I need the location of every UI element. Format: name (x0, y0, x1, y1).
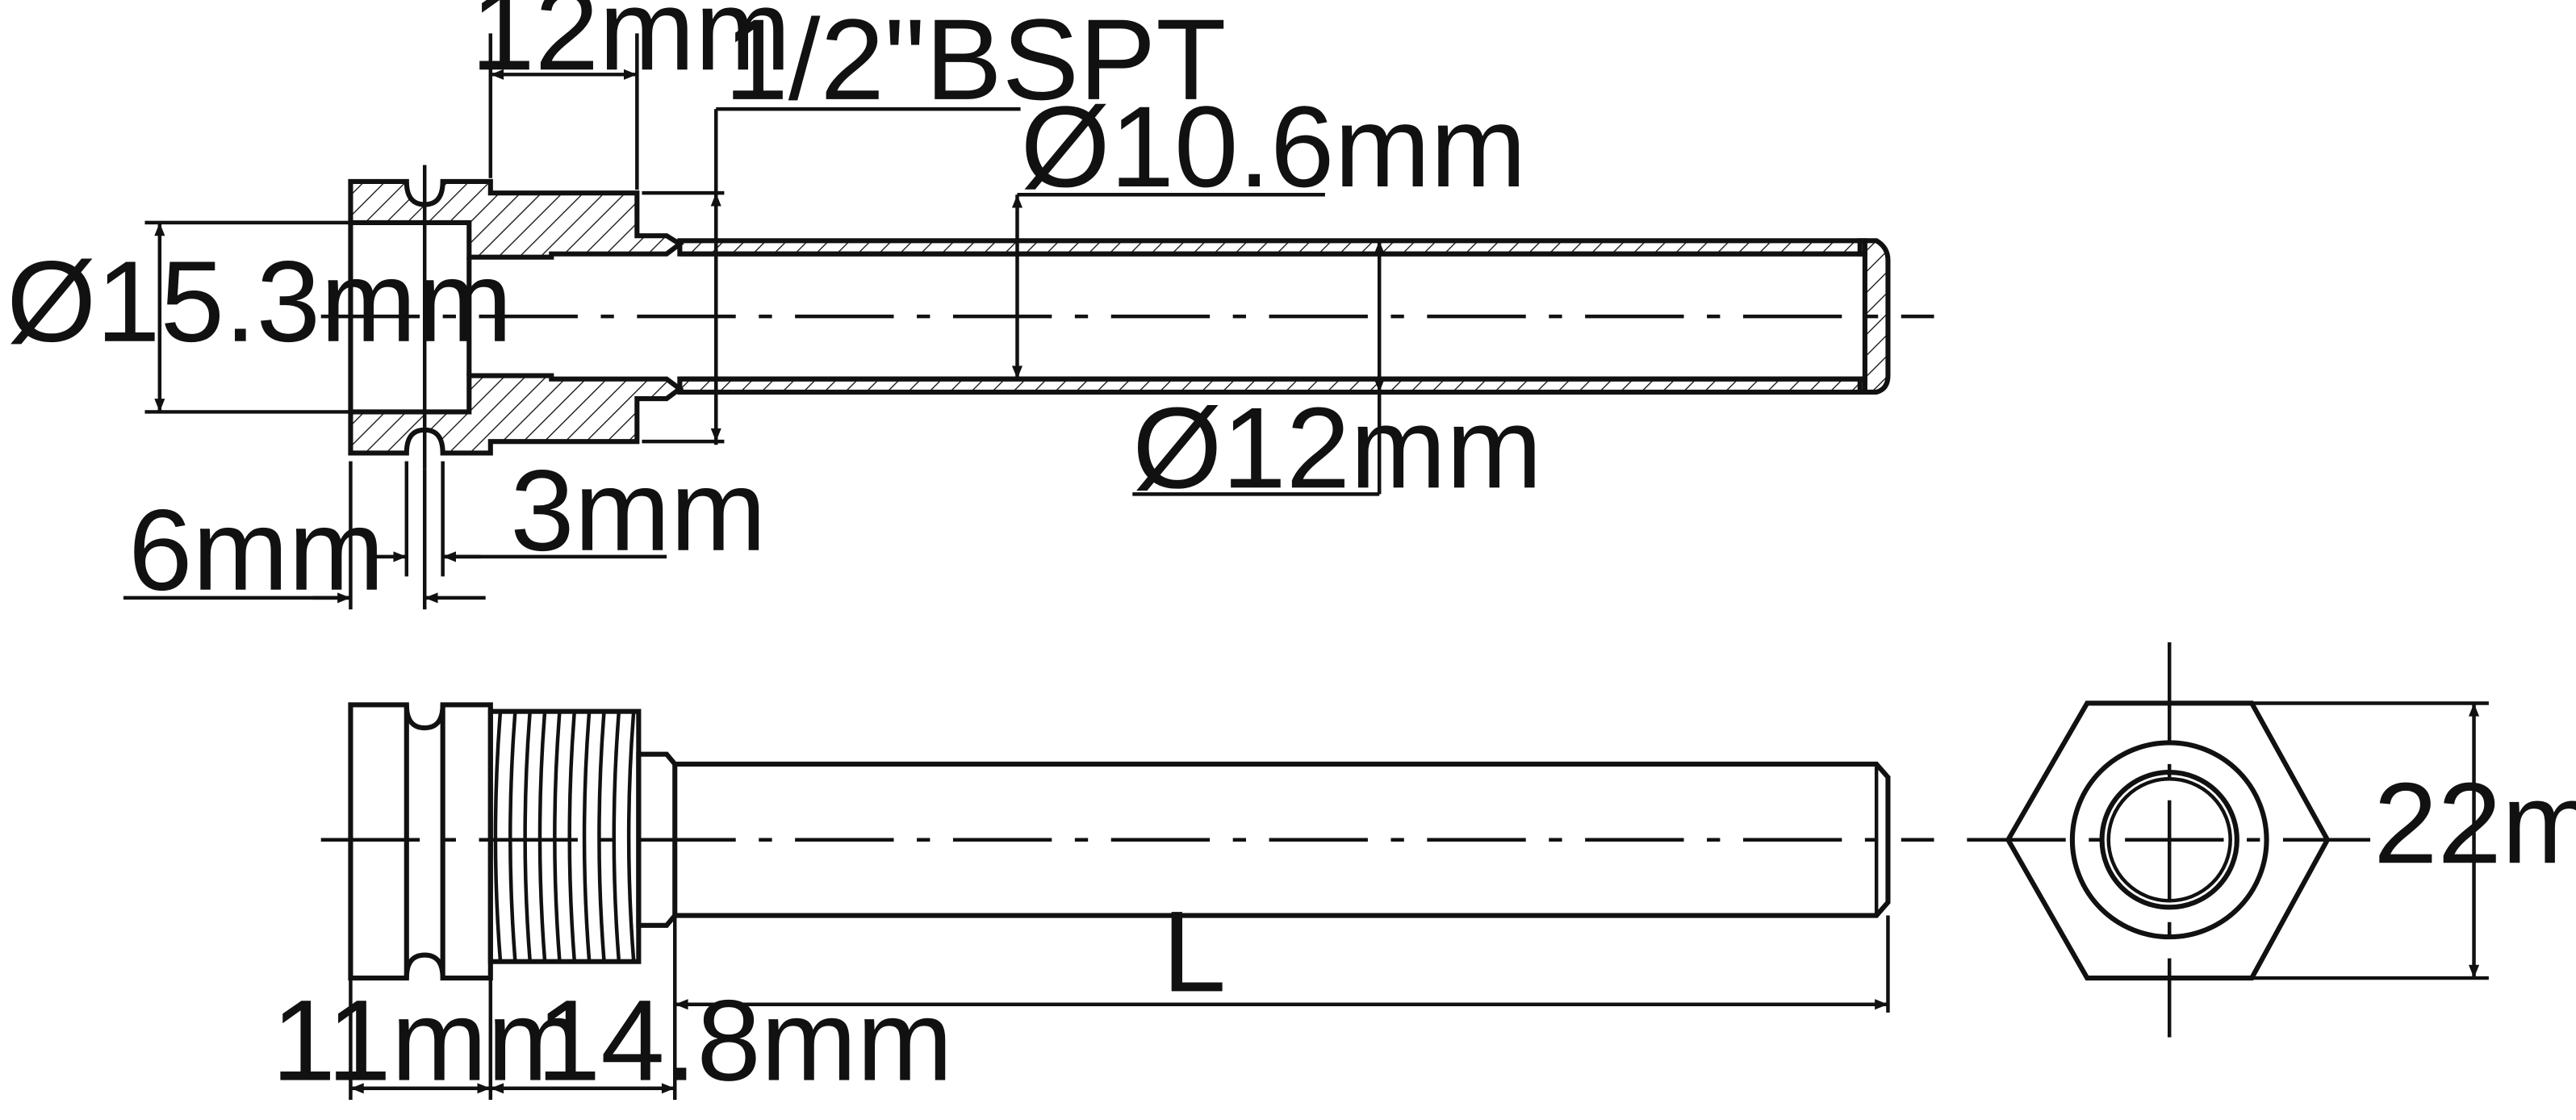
section-body-lower (348, 373, 684, 456)
hex-across-flats-label: 22mm (2373, 759, 2576, 888)
tube-length-label: L (1162, 888, 1226, 1016)
hex-outer-circle (2069, 740, 2269, 940)
dim-thread-spec: 1/2"BSPT (642, 0, 1226, 445)
groove-width-label: 3mm (510, 447, 766, 575)
bore-diameter-label: Ø10.6mm (1021, 83, 1527, 211)
thread-section-length-label: 14.8mm (537, 977, 953, 1105)
section-view (320, 165, 1934, 470)
tube-end-cap (1857, 238, 1891, 395)
section-body-upper (348, 178, 684, 260)
head-bore-label: Ø15.3mm (6, 238, 512, 366)
hex-bore-circle (2099, 770, 2239, 910)
dim-tube-diameter: Ø12mm (1132, 240, 1542, 512)
thread-lines (493, 711, 636, 962)
thread-spec-label: 1/2"BSPT (724, 0, 1226, 124)
dim-bore-diameter: Ø10.6mm (1011, 83, 1527, 379)
side-view (320, 702, 1934, 981)
tube-diameter-label: Ø12mm (1132, 384, 1542, 512)
groove-position-label: 6mm (128, 487, 384, 615)
hex-inner-circle (2106, 777, 2232, 903)
dim-lengths: 11mm 14.8mm L (272, 888, 1890, 1105)
dim-thread-length: 12mm (470, 0, 791, 190)
dim-hex: 22mm (2252, 701, 2576, 980)
side-tube (675, 761, 1891, 918)
thread-length-label: 12mm (470, 0, 791, 94)
dim-head-bore: Ø15.3mm (6, 220, 512, 414)
dim-groove: 3mm 6mm (123, 447, 767, 615)
